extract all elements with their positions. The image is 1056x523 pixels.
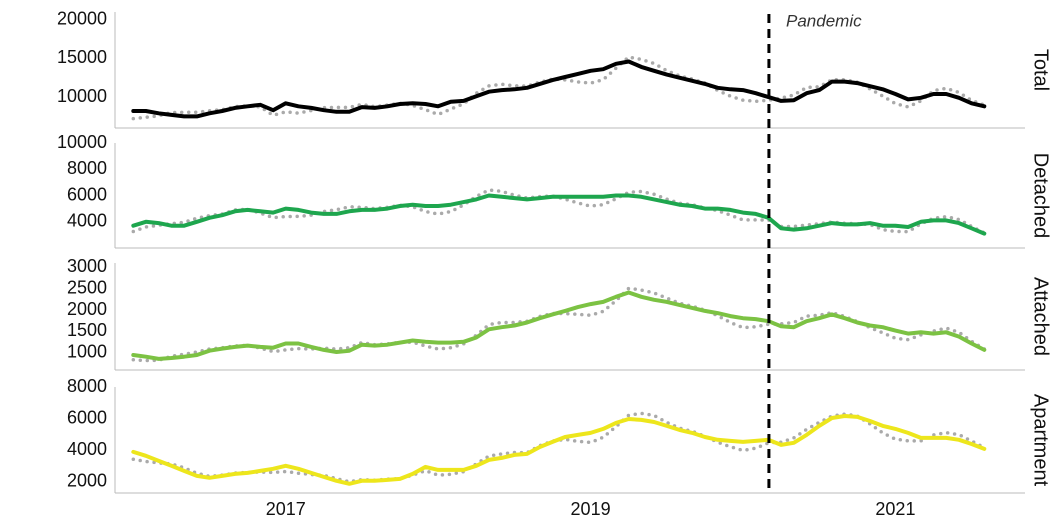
panel-title: Detached <box>1030 153 1052 239</box>
annotation-label: Pandemic <box>786 11 862 30</box>
y-tick-label: 2000 <box>67 299 107 319</box>
x-tick-label: 2021 <box>875 499 915 519</box>
y-tick-label: 10000 <box>57 132 107 152</box>
y-tick-label: 6000 <box>67 407 107 427</box>
trend-line <box>131 290 987 361</box>
panel-title: Total <box>1030 49 1052 91</box>
trend-line <box>131 59 987 119</box>
y-tick-label: 6000 <box>67 184 107 204</box>
y-tick-label: 4000 <box>67 211 107 231</box>
y-tick-label: 2000 <box>67 471 107 491</box>
y-tick-label: 10000 <box>57 86 107 106</box>
y-tick-label: 15000 <box>57 47 107 67</box>
y-tick-label: 3000 <box>67 256 107 276</box>
y-tick-label: 4000 <box>67 439 107 459</box>
y-tick-label: 1500 <box>67 320 107 340</box>
trend-line <box>131 193 987 236</box>
raw-line <box>131 55 987 121</box>
trend-line <box>131 414 987 486</box>
y-tick-label: 1000 <box>67 342 107 362</box>
y-tick-label: 8000 <box>67 376 107 396</box>
x-tick-label: 2019 <box>571 499 611 519</box>
x-tick-label: 2017 <box>266 499 306 519</box>
panel-title: Apartment <box>1030 394 1052 487</box>
raw-line <box>131 286 987 363</box>
y-tick-label: 8000 <box>67 158 107 178</box>
panel-title: Attached <box>1030 277 1052 356</box>
y-tick-label: 2500 <box>67 277 107 297</box>
y-tick-label: 20000 <box>57 8 107 28</box>
